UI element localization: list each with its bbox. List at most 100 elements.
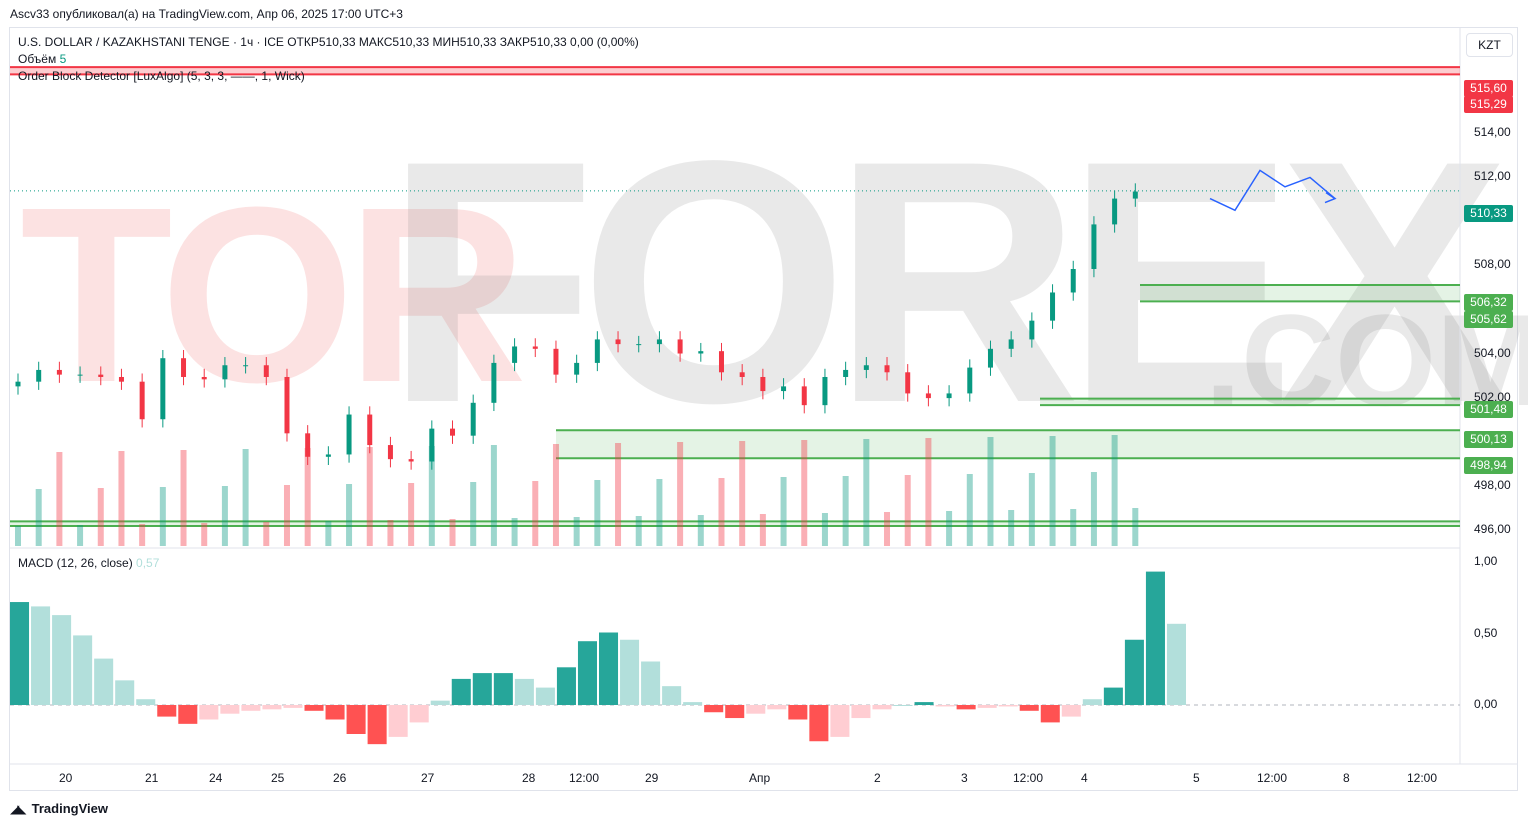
macd-histogram-bar [199,705,219,720]
time-tick: 26 [333,771,347,785]
time-tick: 12:00 [1407,771,1438,785]
price-tick: 496,00 [1474,522,1511,536]
macd-histogram-bar [620,639,640,705]
macd-histogram-bar [346,705,366,734]
volume-bar [635,516,642,546]
candle-body [243,365,249,367]
macd-tick: 1,00 [1474,554,1498,568]
macd-histogram-bar [935,705,955,707]
macd-histogram-bar [388,705,408,737]
volume-bar [346,484,353,546]
macd-histogram-bar [1019,705,1039,711]
volume-bar [532,481,539,546]
macd-histogram-bar [914,702,934,705]
macd-histogram-bar [304,705,324,711]
candle-body [636,344,642,346]
volume-bar [842,476,849,546]
macd-legend[interactable]: MACD (12, 26, close) 0,57 [18,556,159,570]
macd-histogram-bar [472,673,492,705]
volume-bar [697,515,704,546]
candle-body [863,365,869,370]
price-tick: 502,00 [1474,390,1511,404]
volume-bar [863,439,870,546]
volume-bar [428,446,435,546]
volume-bar [1070,509,1077,546]
volume-label: Объём [18,52,57,66]
indicator-legend[interactable]: Order Block Detector [LuxAlgo] (5, 3, 3,… [18,69,305,83]
order-block-zone [10,521,1460,527]
volume-bar [221,486,228,546]
volume-legend[interactable]: Объём 5 [18,52,66,66]
candle-body [387,445,393,460]
volume-bar [387,520,394,546]
macd-histogram-bar [241,705,261,711]
volume-bar [511,518,518,546]
macd-histogram-bar [220,705,240,714]
candle-body [1029,320,1035,340]
time-tick: 20 [59,771,73,785]
volume-bar [656,479,663,546]
macd-histogram-bar [493,673,513,705]
candle-body [512,346,518,363]
volume-bar [242,449,249,546]
volume-value: 5 [59,52,67,66]
candle-body [884,365,890,373]
price-label-ob-top: 506,32 [1464,294,1513,311]
volume-bar [946,511,953,546]
volume-bar [97,488,104,546]
price-tick: 512,00 [1474,169,1511,183]
macd-histogram-bar [956,705,976,710]
projection-path [1209,169,1336,212]
volume-bar [283,485,290,546]
volume-bar [1028,473,1035,546]
candle-body [36,369,42,382]
symbol-legend[interactable]: U.S. DOLLAR / KAZAKHSTANI TENGE · 1ч · I… [18,35,639,49]
symbol-line: U.S. DOLLAR / KAZAKHSTANI TENGE · 1ч · I… [18,35,639,49]
time-tick: 12:00 [1257,771,1288,785]
candle-body [346,414,352,455]
candle-body [739,372,745,377]
time-tick: 3 [961,771,968,785]
volume-bar [201,523,208,546]
candle-body [429,428,435,462]
time-tick: 12:00 [569,771,600,785]
volume-bar [987,437,994,546]
time-tick: 5 [1193,771,1200,785]
volume-bar [780,477,787,546]
published-info: Ascv33 опубликовал(а) на TradingView.com… [10,7,403,21]
macd-histogram-bar [830,705,850,737]
order-block-zone [1140,284,1460,302]
tradingview-logo[interactable]: ◢◣ TradingView [10,801,108,816]
order-block-zone [1040,398,1460,406]
volume-bar [180,450,187,546]
volume-bar [1111,435,1118,546]
macd-histogram-bar [1061,705,1081,717]
macd-histogram-bar [52,615,72,705]
candle-body [574,362,580,375]
watermark-tor: TOR [20,155,527,434]
macd-histogram-bar [893,705,913,706]
chart-frame [9,27,1518,791]
candle-body [470,402,476,436]
macd-histogram-bar [683,702,703,705]
candle-body [946,393,952,399]
projection-arrowhead [1324,191,1337,204]
candle-body [656,339,662,345]
currency-button[interactable]: KZT [1466,33,1513,57]
time-tick: 28 [522,771,536,785]
macd-histogram-bar [1040,705,1060,723]
candle-body [77,374,83,376]
macd-histogram-bar [746,705,766,714]
volume-bar [470,482,477,546]
time-tick: 2 [874,771,881,785]
volume-bar [801,440,808,546]
order-block-zone [556,430,1460,459]
macd-tick: 0,50 [1474,626,1498,640]
volume-bar [408,483,415,546]
volume-bar [263,522,270,546]
macd-histogram-bar [136,699,156,705]
candle-body [781,386,787,392]
volume-bar [904,475,911,546]
candle-body [1132,191,1138,199]
